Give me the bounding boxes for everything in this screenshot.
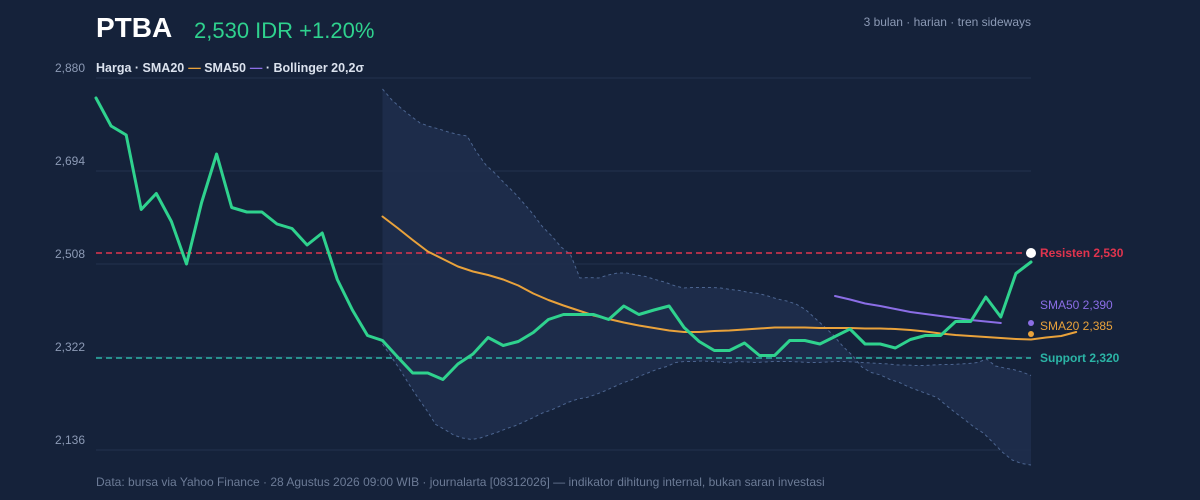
chart-subtitle: 3 bulan · harian · tren sideways (864, 15, 1031, 29)
ticker-symbol: PTBA (96, 12, 172, 43)
price-end-marker (1026, 248, 1036, 258)
y-tick-label: 2,880 (55, 61, 85, 75)
sma50-end-marker (1028, 320, 1034, 326)
y-tick-label: 2,136 (55, 433, 85, 447)
end-labels: SMA50 2,390 SMA20 2,385 (1040, 298, 1113, 333)
sma20-end-label: SMA20 2,385 (1040, 319, 1113, 333)
legend-price: Harga (96, 61, 132, 75)
series-lines (94, 96, 1078, 381)
series-harga (94, 96, 1033, 381)
bollinger-band (382, 88, 1032, 466)
level-label-support: Support 2,320 (1040, 351, 1120, 365)
series-sma20 (381, 215, 1078, 341)
price-change: 2,530 IDR +1.20% (194, 18, 374, 43)
sma20-end-marker (1028, 331, 1034, 337)
legend-sma20: SMA20 (143, 61, 185, 75)
y-tick-label: 2,508 (55, 247, 85, 261)
legend-bollinger: Bollinger 20,2σ (274, 61, 365, 75)
legend-sma50: SMA50 (204, 61, 246, 75)
sma50-end-label: SMA50 2,390 (1040, 298, 1113, 312)
series-sma50 (834, 295, 1002, 324)
bollinger-fill (382, 89, 1031, 465)
footer-source: Data: bursa via Yahoo Finance · 28 Agust… (96, 475, 825, 489)
y-tick-label: 2,322 (55, 340, 85, 354)
legend: Harga · SMA20— SMA50— · Bollinger 20,2σ (96, 61, 364, 75)
y-tick-label: 2,694 (55, 154, 85, 168)
bollinger-lower (382, 343, 1032, 441)
levels: Resisten 2,530 Support 2,320 (96, 246, 1124, 365)
bollinger-upper (382, 88, 1032, 466)
level-label-resisten: Resisten 2,530 (1040, 246, 1124, 260)
